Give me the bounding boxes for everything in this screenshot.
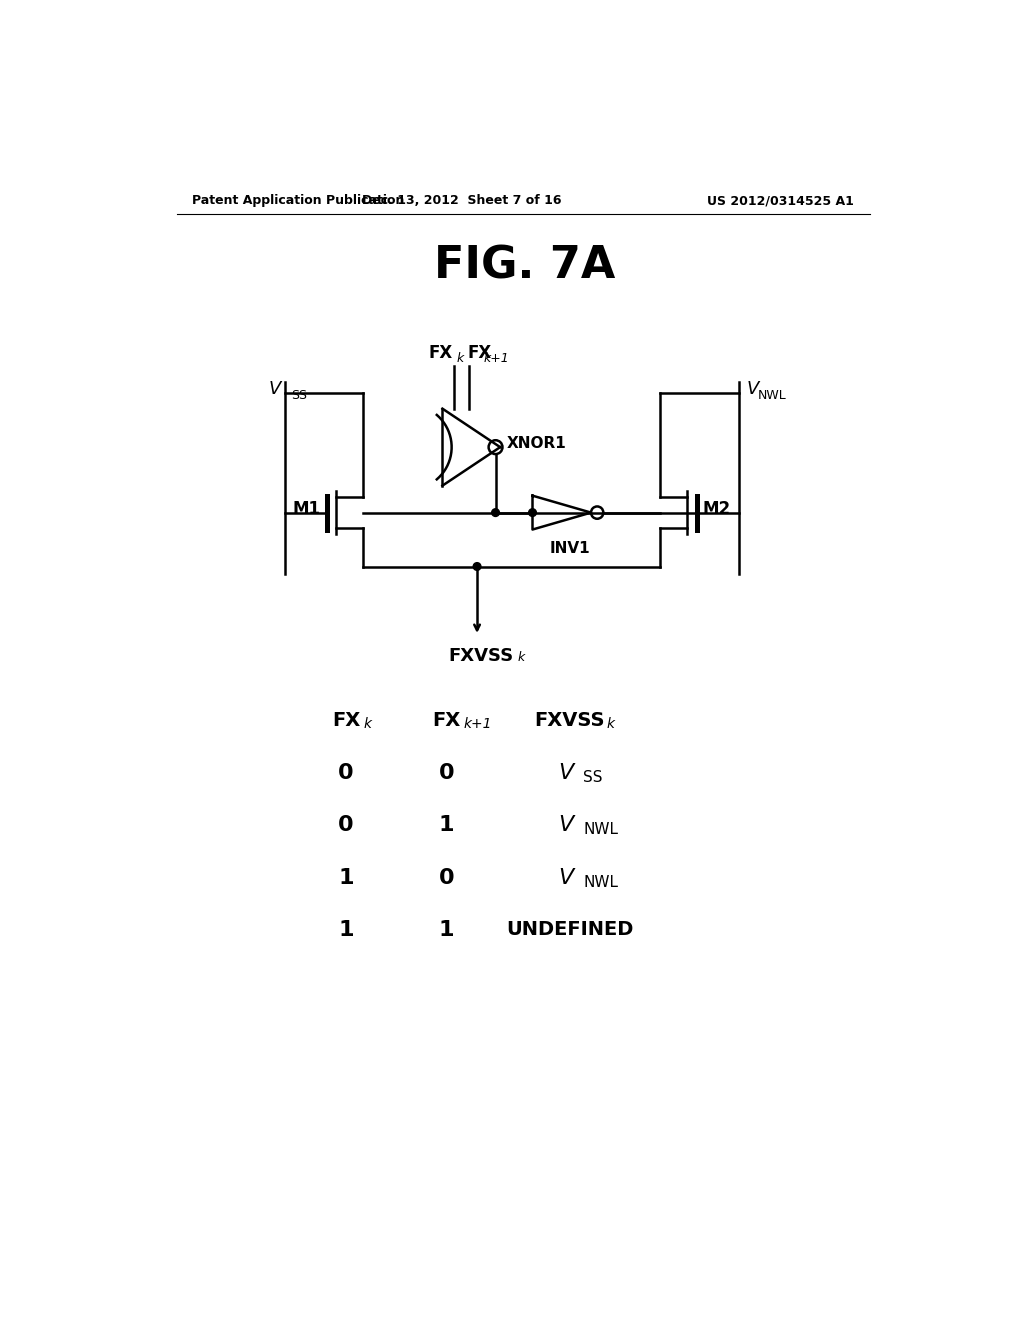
Text: FX: FX <box>432 711 461 730</box>
Text: FX: FX <box>468 345 493 363</box>
Text: V: V <box>558 816 573 836</box>
Text: V: V <box>746 380 759 399</box>
Text: FIG. 7A: FIG. 7A <box>434 244 615 288</box>
Circle shape <box>492 508 500 516</box>
Text: XNOR1: XNOR1 <box>506 436 566 451</box>
Text: FX: FX <box>428 345 453 363</box>
Text: SS: SS <box>291 389 307 403</box>
Text: k: k <box>364 717 371 731</box>
Text: NWL: NWL <box>584 822 618 837</box>
Text: 1: 1 <box>338 920 354 940</box>
Text: 0: 0 <box>338 763 354 783</box>
Text: M1: M1 <box>293 500 321 517</box>
Circle shape <box>473 562 481 570</box>
Text: NWL: NWL <box>758 389 786 403</box>
Text: FXVSS: FXVSS <box>449 647 513 665</box>
Text: Dec. 13, 2012  Sheet 7 of 16: Dec. 13, 2012 Sheet 7 of 16 <box>361 194 561 207</box>
Text: V: V <box>558 867 573 887</box>
Text: 1: 1 <box>438 920 454 940</box>
Text: 0: 0 <box>438 867 454 887</box>
Text: 0: 0 <box>438 763 454 783</box>
Text: k+1: k+1 <box>463 717 492 731</box>
Text: Patent Application Publication: Patent Application Publication <box>193 194 404 207</box>
Text: V: V <box>558 763 573 783</box>
Text: INV1: INV1 <box>549 541 590 556</box>
Text: k+1: k+1 <box>483 351 509 364</box>
Text: 1: 1 <box>438 816 454 836</box>
Text: k: k <box>606 717 614 731</box>
Text: M2: M2 <box>702 500 731 517</box>
Text: 1: 1 <box>338 867 354 887</box>
Text: k: k <box>457 351 464 364</box>
Text: k: k <box>517 651 524 664</box>
Text: V: V <box>268 380 281 399</box>
Text: UNDEFINED: UNDEFINED <box>506 920 633 940</box>
Circle shape <box>488 441 503 454</box>
Text: NWL: NWL <box>584 875 618 890</box>
Text: 0: 0 <box>338 816 354 836</box>
Text: FXVSS: FXVSS <box>535 711 605 730</box>
Text: FX: FX <box>332 711 360 730</box>
Text: US 2012/0314525 A1: US 2012/0314525 A1 <box>708 194 854 207</box>
Text: SS: SS <box>584 770 603 785</box>
Circle shape <box>528 508 537 516</box>
